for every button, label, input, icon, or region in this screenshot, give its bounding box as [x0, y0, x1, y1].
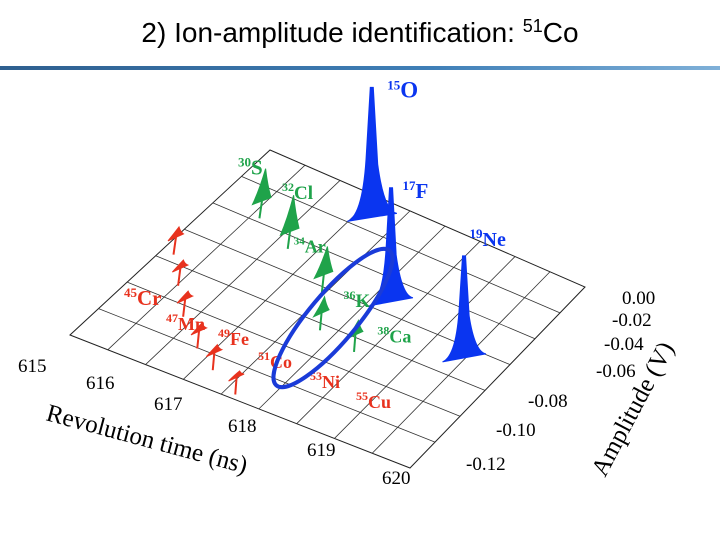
grid-line [126, 281, 461, 417]
peak-trail [196, 330, 201, 349]
peak-trail [353, 334, 357, 353]
y-tick-label: -0.08 [528, 391, 568, 412]
grid-line [212, 202, 536, 340]
peak-trail [177, 267, 182, 286]
grid-line [98, 308, 436, 443]
label-19ne: 19Ne [470, 226, 506, 251]
x-tick-label: 617 [154, 394, 183, 415]
peak-30s [251, 168, 272, 206]
peak-trail [286, 231, 291, 249]
title-mass-number: 51 [522, 16, 543, 36]
peak-trail [211, 352, 216, 371]
peak-trail [172, 236, 177, 255]
y-tick-label: -0.06 [596, 361, 636, 382]
x-tick-label: 618 [228, 416, 257, 437]
label-30s: 30S [238, 155, 263, 180]
title-prefix: 2) Ion-amplitude identification: [141, 17, 523, 48]
highlight-ellipse [271, 246, 395, 390]
grid-line [258, 225, 446, 410]
title-element: Co [542, 17, 579, 48]
grid-line [371, 271, 551, 454]
x-axis-label: Revolution time (ns) [43, 400, 250, 480]
peak-trail [182, 299, 187, 317]
y-tick-label: -0.02 [612, 310, 652, 331]
x-tick-label: 619 [307, 440, 336, 461]
y-tick-label: 0.00 [622, 288, 655, 309]
x-tick-label: 620 [382, 468, 411, 489]
y-tick-label: -0.04 [604, 334, 644, 355]
peak-19ne [442, 255, 487, 363]
peak-55cu [228, 370, 245, 382]
peak-45cr [167, 225, 185, 242]
page-title: 2) Ion-amplitude identification: 51Co [0, 16, 720, 49]
label-17f: 17F [403, 178, 429, 203]
peak-trail [318, 312, 323, 331]
peak-47mn [171, 259, 190, 273]
peak-trail [320, 274, 325, 293]
peak-34ar [313, 246, 334, 280]
grid-line [296, 241, 481, 424]
peak-trail [234, 376, 238, 395]
title-divider [0, 66, 720, 70]
peak-53ni [205, 343, 224, 358]
grid-line [334, 256, 516, 439]
peak-51co [190, 322, 208, 336]
chart-ticks: 615 616 617 618 619 620 0.00-0.02 -0.04 -0.06 -0.… [18, 288, 680, 489]
label-49fe: 49Fe [218, 326, 249, 349]
label-38ca: 38Ca [377, 323, 411, 346]
y-tick-label: -0.12 [466, 454, 506, 475]
label-47mn: 47Mn [166, 311, 205, 334]
label-32cl: 32Cl [282, 180, 313, 204]
y-tick-label: -0.10 [496, 420, 536, 441]
grid-line [145, 180, 341, 365]
label-15o: 15O [387, 77, 418, 102]
peak-36k [312, 295, 330, 318]
label-45cr: 45Cr [124, 285, 162, 310]
chart-peaks [167, 86, 487, 395]
label-34ar: 34Ar [294, 235, 326, 256]
x-tick-label: 615 [18, 356, 47, 377]
x-tick-label: 616 [86, 373, 115, 394]
peak-49fe [176, 290, 195, 304]
label-36k: 36K [344, 288, 371, 312]
label-55cu: 55Cu [356, 389, 391, 412]
y-axis-label: Amplitude (V) [586, 338, 679, 481]
grid-line [107, 164, 306, 351]
peak-32cl [279, 195, 300, 237]
peak-trail [258, 200, 263, 219]
